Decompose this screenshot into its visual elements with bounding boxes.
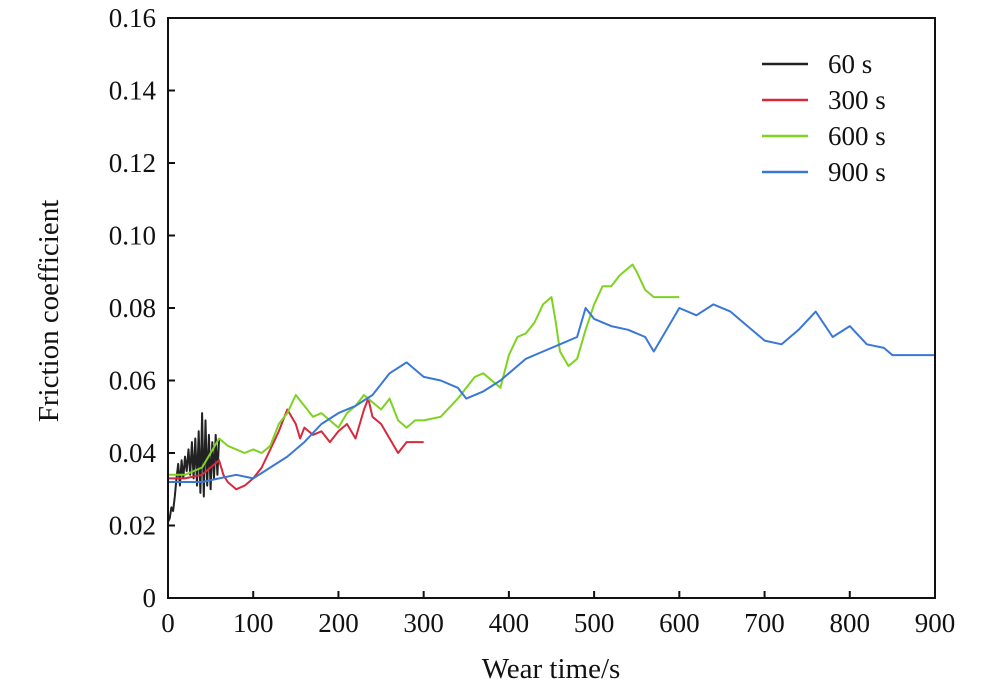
x-tick-label: 400 [489,608,530,638]
legend-label: 300 s [828,85,886,115]
x-tick-label: 200 [318,608,359,638]
series-line-900s [168,303,935,483]
x-tick-label: 800 [830,608,871,638]
y-tick-label: 0.16 [109,3,156,33]
y-tick-label: 0.08 [109,293,156,323]
legend: 60 s 300 s 600 s 900 s [762,49,886,187]
y-tick-label: 0 [143,583,157,613]
legend-label: 900 s [828,157,886,187]
y-tick-label: 0.04 [109,438,157,468]
axes-layer: 0 100 200 300 400 500 600 700 800 900 0 0.02 0.04 0.0… [109,3,956,638]
x-tick-label: 100 [233,608,274,638]
x-axis-title: Wear time/s [482,653,621,685]
x-tick-label: 0 [161,608,175,638]
y-tick-label: 0.02 [109,511,156,541]
y-tick-label: 0.06 [109,366,156,396]
legend-label: 60 s [828,49,872,79]
legend-label: 600 s [828,121,886,151]
y-tick-label: 0.12 [109,148,156,178]
series-layer [167,263,935,523]
x-tick-label: 700 [744,608,785,638]
y-tick-label: 0.10 [109,221,156,251]
series-line-300s [168,397,424,491]
y-axis-title: Friction coefficient [33,200,65,423]
y-tick-label: 0.14 [109,76,157,106]
x-tick-label: 600 [659,608,700,638]
x-tick-label: 300 [403,608,444,638]
x-tick-label: 900 [915,608,956,638]
plot-frame [167,17,936,599]
series-line-600s [168,263,680,476]
x-tick-label: 500 [574,608,615,638]
